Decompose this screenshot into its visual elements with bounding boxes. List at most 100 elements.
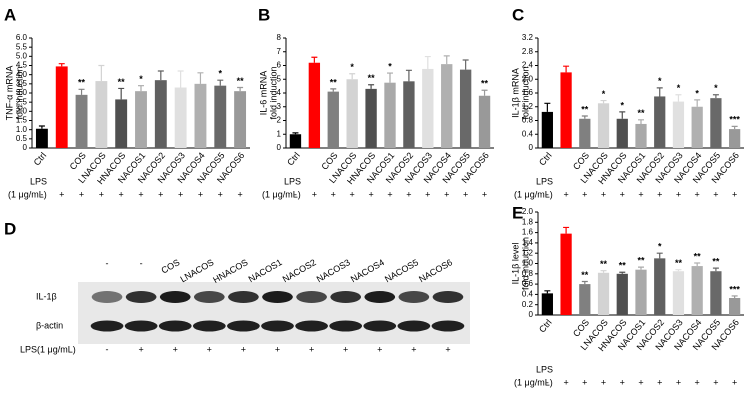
y-tick-label: 0 — [277, 143, 282, 152]
significance-label: ** — [237, 76, 245, 86]
error-bar — [638, 119, 644, 124]
treatment-sign: + — [444, 189, 449, 199]
significance-label: ** — [619, 261, 627, 271]
blot-band — [91, 291, 123, 303]
y-tick-label: 1.0 — [522, 259, 534, 268]
blot-band — [364, 291, 396, 303]
error-bar — [581, 115, 588, 119]
y-tick-label: 0.2 — [522, 300, 534, 309]
significance-label: * — [350, 62, 354, 72]
blot-lane-label: NACOS2 — [281, 257, 318, 284]
y-axis-label: IL-1β mRNA — [510, 68, 520, 118]
treatment-label: LPS(1 μg/mL) — [20, 344, 76, 354]
bar — [579, 284, 591, 315]
panel-letter: C — [512, 5, 524, 24]
blot-band — [330, 291, 362, 303]
blot-band — [227, 320, 260, 332]
blot-lane-label: COS — [160, 257, 182, 275]
blot-lane-label: LNACOS — [178, 257, 215, 284]
blot-lane-label: NACOS3 — [315, 257, 352, 284]
significance-label: *** — [729, 115, 740, 125]
treatment-sign: + — [732, 189, 737, 199]
y-tick-label: 4.0 — [16, 70, 28, 79]
significance-label: ** — [368, 73, 376, 83]
treatment-sign: + — [59, 189, 64, 199]
treatment-sign: - — [106, 344, 109, 354]
bar — [691, 106, 703, 148]
y-tick-label: 0.4 — [522, 129, 534, 138]
blot-band — [261, 320, 294, 332]
bar — [174, 87, 187, 148]
significance-label: ** — [637, 108, 645, 118]
blot-band — [295, 320, 328, 332]
blot-band — [90, 320, 124, 332]
bar — [541, 111, 553, 148]
blot-band — [159, 291, 191, 303]
bar — [308, 62, 321, 148]
blot-band — [397, 320, 431, 332]
significance-label: *** — [729, 284, 740, 294]
bar — [95, 81, 108, 148]
error-bar — [619, 271, 626, 274]
treatment-sign: + — [601, 377, 606, 387]
error-bar — [656, 252, 663, 259]
error-bar — [712, 267, 719, 272]
error-bar — [544, 102, 551, 112]
y-tick-label: 2.5 — [16, 97, 28, 106]
treatment-sign: + — [482, 189, 487, 199]
y-tick-label: 2 — [277, 116, 282, 125]
significance-label: * — [658, 242, 662, 252]
treatment-sign: + — [582, 189, 587, 199]
blot-band — [125, 291, 157, 303]
y-tick-label: 2.0 — [16, 106, 28, 115]
bar — [541, 293, 553, 315]
error-bar — [619, 111, 626, 119]
bar — [214, 85, 227, 148]
significance-label: ** — [600, 259, 608, 269]
y-tick-label: 2.4 — [522, 61, 534, 70]
y-tick-label: 3.0 — [16, 88, 28, 97]
bar — [654, 96, 666, 148]
y-tick-label: 1.2 — [522, 248, 534, 257]
x-tick-label: Ctrl — [537, 317, 554, 334]
error-bar — [694, 262, 701, 267]
bar — [597, 103, 610, 148]
treatment-sign: - — [294, 189, 297, 199]
bar — [55, 66, 68, 148]
treatment-sign: + — [445, 344, 450, 354]
treatment-sign: + — [312, 189, 317, 199]
treatment-sign: + — [695, 377, 700, 387]
y-axis-label: fold induction — [520, 237, 530, 290]
bar — [115, 99, 128, 148]
x-tick-label: Ctrl — [32, 150, 49, 167]
treatment-sign: + — [732, 377, 737, 387]
treatment-sign: + — [309, 344, 314, 354]
treatment-sign: + — [173, 344, 178, 354]
blot-band — [192, 320, 226, 332]
treatment-sign: + — [368, 189, 373, 199]
bar — [35, 128, 48, 148]
error-bar — [462, 59, 469, 70]
y-tick-label: 0.8 — [522, 269, 534, 278]
treatment-sign: + — [638, 189, 643, 199]
error-bar — [731, 125, 738, 130]
treatment-sign: + — [411, 344, 416, 354]
y-tick-label: 0 — [529, 143, 534, 152]
y-tick-label: 6 — [277, 61, 282, 70]
bar — [672, 101, 685, 148]
bar — [710, 271, 722, 315]
bar — [194, 83, 207, 148]
bar — [403, 81, 415, 148]
significance-label: ** — [694, 251, 702, 261]
blot-band — [193, 291, 225, 303]
y-axis-label: IL-1β level — [510, 243, 520, 285]
blot-row-label: IL-1β — [36, 291, 57, 301]
blot-band — [363, 320, 397, 332]
error-bar — [58, 63, 65, 67]
error-bar — [78, 88, 85, 95]
treatment-sign: - — [546, 189, 549, 199]
y-tick-label: 1.2 — [522, 102, 534, 111]
treatment-sign: + — [207, 344, 212, 354]
significance-label: * — [658, 76, 662, 86]
y-tick-label: 0.8 — [522, 116, 534, 125]
